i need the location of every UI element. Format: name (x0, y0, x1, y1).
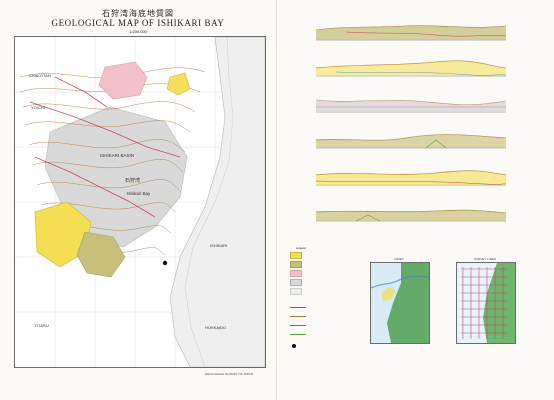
inset-right-title: SURVEY LINES (474, 257, 496, 261)
station-marker (162, 260, 168, 266)
cross-section-1 (315, 20, 507, 42)
title-en: GEOLOGICAL MAP OF ISHIKARI BAY (51, 18, 225, 28)
legend-olive-swatch (290, 261, 302, 268)
cross-section-4 (315, 128, 507, 150)
inset-left (370, 262, 430, 344)
inset-right (456, 262, 516, 344)
map-label-yoichi: YOICHI (31, 105, 45, 110)
faults (29, 76, 181, 218)
legend-light-swatch (290, 288, 302, 295)
map-label-south: HOKKAIDO (205, 325, 226, 330)
legend-green-line (290, 334, 306, 335)
footer-agency: GEOLOGICAL SURVEY OF JAPAN (205, 372, 253, 376)
coastline-inner (184, 37, 234, 367)
legend-gray-swatch (290, 279, 302, 286)
title-jp: 石狩湾海底地質図 (102, 9, 174, 18)
legend-contour-line (290, 316, 306, 317)
inset-left-title: INDEX (394, 257, 404, 261)
sheet-divider (276, 0, 277, 400)
legend-pink-swatch (290, 270, 302, 277)
cross-section-6 (315, 201, 507, 223)
map-label-otaru: OTARU (35, 323, 49, 328)
cross-section-2 (315, 56, 507, 78)
legend-point (292, 344, 296, 348)
basin-area (44, 106, 188, 248)
cross-section-3 (315, 92, 507, 114)
unit-yellow-small (166, 72, 191, 96)
map-label-ishikari: ISHIKARI (210, 243, 227, 248)
legend (290, 252, 368, 364)
legend-fault-line (290, 307, 306, 308)
unit-olive (76, 231, 126, 278)
map-label-center: 石狩湾 (125, 177, 140, 184)
legend-title: Legend (296, 246, 307, 250)
map-label-shakotan: SHAKOTAN (29, 73, 51, 78)
geological-map[interactable]: ISHIKARI BASIN Ishikari Bay SHAKOTAN YOI… (14, 36, 266, 368)
legend-blue-line (290, 325, 306, 326)
land-area (169, 37, 265, 367)
cross-section-5 (315, 165, 507, 187)
unit-pink (98, 61, 148, 100)
scale-label: 1:200,000 (129, 29, 147, 34)
map-svg: ISHIKARI BASIN Ishikari Bay SHAKOTAN YOI… (15, 37, 265, 367)
map-label-ishikari-bay: Ishikari Bay (127, 191, 151, 196)
map-label-ishikari-basin: ISHIKARI BASIN (100, 153, 134, 158)
legend-yellow-swatch (290, 252, 302, 259)
